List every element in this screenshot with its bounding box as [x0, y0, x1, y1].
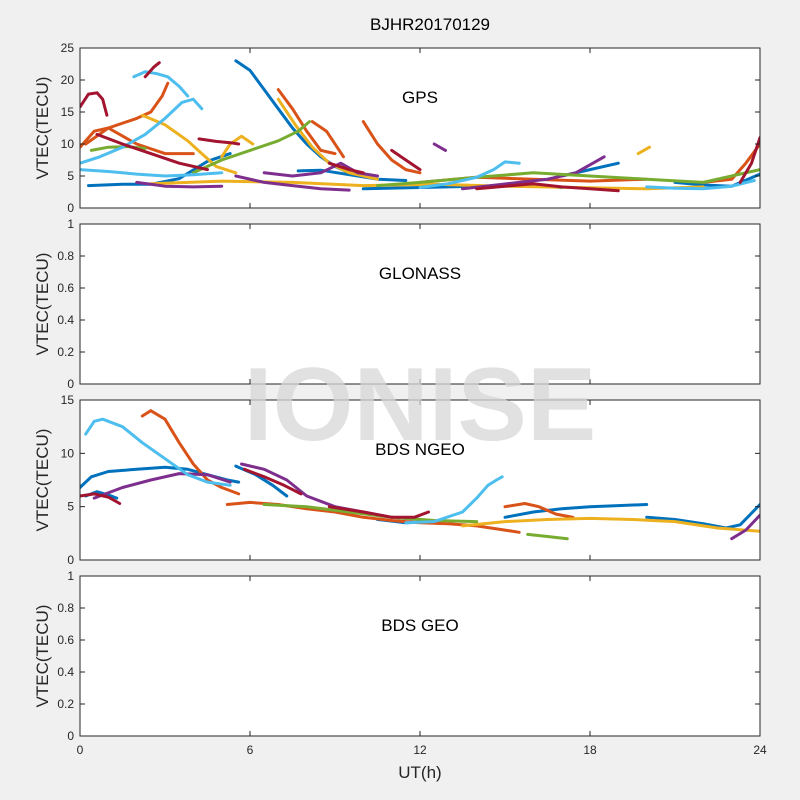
series-line-gps-12: [701, 142, 760, 184]
series-line-gps-8: [276, 88, 337, 156]
series-line-gps-38: [738, 136, 760, 184]
y-tick-label-gps-0: 0: [67, 201, 74, 215]
series-line-gps-0: [87, 152, 232, 188]
series-line-gps-33: [197, 137, 241, 146]
series-line-bds-ngeo-18: [242, 467, 303, 496]
y-tick-label-gps-3: 15: [61, 105, 75, 119]
panel-title-glonass: GLONASS: [379, 264, 461, 283]
series-line-bds-ngeo-6: [140, 409, 241, 496]
x-tick-label-1: 6: [247, 743, 254, 757]
y-tick-label-glonass-2: 0.4: [57, 313, 74, 327]
x-tick-label-4: 24: [753, 743, 767, 757]
y-tick-label-bds-geo-1: 0.2: [57, 697, 74, 711]
series-line-gps-35: [327, 161, 365, 175]
series-line-bds-ngeo-12: [730, 513, 760, 541]
series-line-gps-21: [461, 155, 606, 191]
panel-title-bds-geo: BDS GEO: [381, 616, 458, 635]
series-line-gps-29: [418, 160, 521, 189]
y-tick-label-glonass-0: 0: [67, 377, 74, 391]
series-line-gps-18: [135, 180, 224, 189]
y-axis-label-bds-ngeo: VTEC(TECU): [33, 429, 52, 532]
plot-area-glonass: [80, 224, 760, 384]
series-line-bds-ngeo-15: [84, 417, 232, 487]
series-group-gps: [80, 59, 760, 193]
series-line-bds-ngeo-5: [645, 503, 760, 530]
x-axis-label: UT(h): [398, 763, 441, 782]
series-line-bds-ngeo-14: [526, 532, 569, 541]
y-tick-label-bds-geo-0: 0: [67, 729, 74, 743]
series-group-bds-ngeo: [80, 409, 760, 541]
series-line-gps-34: [95, 132, 209, 172]
y-tick-label-glonass-5: 1: [67, 217, 74, 231]
series-line-gps-5: [673, 172, 760, 188]
series-line-gps-31: [80, 91, 109, 117]
y-tick-label-gps-5: 25: [61, 41, 75, 55]
x-tick-label-3: 18: [583, 743, 597, 757]
y-tick-label-bds-ngeo-0: 0: [67, 553, 74, 567]
panel-glonass: 0 0.2 0.4 0.6 0.8 1 VTEC(TECU) GLONASS: [33, 217, 761, 391]
panel-bds-geo: 0 0.2 0.4 0.6 0.8 1 0 6 12 18 24 VTEC(TECU) BDS GEO: [33, 569, 767, 757]
series-line-bds-ngeo-19: [327, 505, 430, 519]
y-axis-label-gps: VTEC(TECU): [33, 77, 52, 180]
y-axis-label-bds-geo: VTEC(TECU): [33, 605, 52, 708]
series-line-bds-ngeo-17: [80, 492, 122, 505]
y-tick-label-bds-geo-2: 0.4: [57, 665, 74, 679]
series-line-gps-37: [475, 182, 620, 193]
series-line-gps-10: [361, 120, 422, 175]
y-axis-label-glonass: VTEC(TECU): [33, 253, 52, 356]
y-tick-label-gps-2: 10: [61, 137, 75, 151]
figure-title: BJHR20170129: [370, 15, 490, 34]
panel-gps: 0 5 10 15 20 25 VTEC(TECU) GPS: [33, 41, 761, 215]
y-tick-label-bds-ngeo-3: 15: [61, 393, 75, 407]
y-tick-label-gps-1: 5: [67, 169, 74, 183]
panel-bds-ngeo: 0 5 10 15 VTEC(TECU) BDS NGEO: [33, 393, 761, 567]
y-tick-label-glonass-4: 0.8: [57, 249, 74, 263]
series-line-gps-17: [636, 145, 651, 156]
series-line-bds-ngeo-16: [404, 475, 504, 525]
series-line-gps-30: [645, 179, 756, 191]
y-tick-label-gps-4: 20: [61, 73, 75, 87]
series-line-gps-9: [310, 120, 345, 159]
y-tick-label-bds-ngeo-1: 5: [67, 500, 74, 514]
y-tick-label-bds-ngeo-2: 10: [61, 446, 75, 460]
y-tick-label-glonass-3: 0.6: [57, 281, 74, 295]
series-line-bds-ngeo-4: [503, 503, 649, 519]
plot-area-bds-geo: [80, 576, 760, 736]
y-tick-label-glonass-1: 0.2: [57, 345, 74, 359]
series-line-gps-19: [234, 174, 351, 192]
series-line-gps-22: [432, 142, 447, 152]
series-line-bds-ngeo-10: [92, 472, 232, 500]
watermark-text: IONISE: [244, 347, 597, 463]
y-tick-label-bds-geo-4: 0.8: [57, 601, 74, 615]
series-line-gps-28: [80, 168, 224, 178]
series-line-gps-27: [132, 70, 190, 98]
series-line-gps-24: [191, 120, 311, 175]
panel-title-bds-ngeo: BDS NGEO: [375, 440, 465, 459]
x-tick-label-0: 0: [77, 743, 84, 757]
series-line-gps-6: [80, 126, 195, 156]
panel-title-gps: GPS: [402, 88, 438, 107]
x-tick-label-2: 12: [413, 743, 427, 757]
series-line-gps-15: [276, 97, 379, 181]
series-line-gps-2: [296, 168, 408, 182]
series-line-gps-36: [390, 148, 422, 172]
series-line-gps-25: [376, 168, 760, 188]
plot-area-bds-ngeo: [80, 400, 760, 560]
y-tick-label-bds-geo-3: 0.6: [57, 633, 74, 647]
series-line-bds-ngeo-8: [503, 502, 575, 519]
series-line-bds-ngeo-9: [461, 516, 760, 533]
y-tick-label-bds-geo-5: 1: [67, 569, 74, 583]
series-line-gps-26: [80, 97, 204, 165]
series-line-gps-32: [143, 61, 161, 79]
series-line-gps-14: [220, 134, 255, 159]
